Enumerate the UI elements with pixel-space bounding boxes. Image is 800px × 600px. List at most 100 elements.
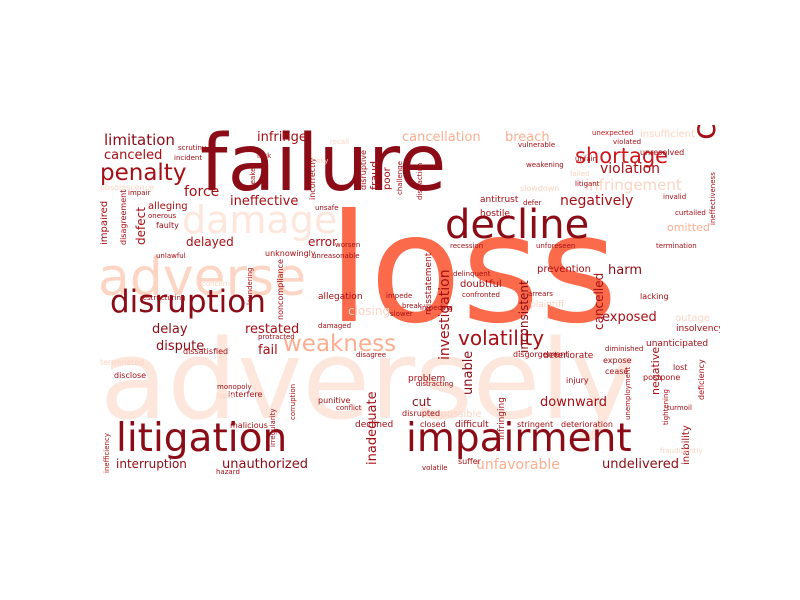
word-disruptive: disruptive: [359, 150, 368, 190]
word-weakness: weakness: [283, 331, 397, 357]
word-lost: lost: [673, 363, 688, 372]
word-lack: lack: [257, 152, 272, 160]
word-laundering: laundering: [246, 267, 254, 305]
word-closed: closed: [420, 420, 446, 429]
word-poor: poor: [382, 167, 393, 190]
word-obsolescence: obsolescence: [100, 183, 155, 192]
word-impaired: impaired: [100, 200, 110, 245]
word-disclose: disclose: [114, 371, 147, 380]
word-interruption: interruption: [116, 457, 187, 471]
word-challenge: challenge: [396, 161, 404, 195]
word-invalid: invalid: [663, 193, 687, 201]
word-disagreement: disagreement: [119, 189, 128, 245]
word-exposed: exposed: [602, 310, 657, 325]
word-dissatisfied: dissatisfied: [183, 347, 229, 356]
word-weakening: weakening: [526, 161, 564, 169]
word-ineffective: ineffective: [230, 194, 299, 209]
word-conflict: conflict: [336, 404, 362, 412]
word-unanticipated: unanticipated: [646, 339, 709, 349]
word-doubtful: doubtful: [460, 279, 502, 290]
word-lacking: lacking: [640, 292, 669, 301]
word-disagree: disagree: [356, 351, 387, 359]
word-negatively: negatively: [560, 193, 634, 209]
word-volatility: volatility: [458, 326, 545, 350]
word-slower: slower: [390, 310, 413, 318]
word-violation: violation: [600, 161, 661, 177]
word-damaged: damaged: [318, 322, 352, 330]
word-break: break: [402, 302, 422, 310]
word-negative: negative: [649, 346, 662, 395]
word-confronted: confronted: [462, 291, 500, 299]
word-infringe: infringe: [257, 130, 307, 145]
word-unresolved: unresolved: [640, 148, 685, 157]
word-insufficient: insufficient: [640, 129, 696, 140]
word-incident: incident: [174, 154, 203, 162]
word-failure: failure: [200, 125, 447, 209]
word-impeding: impeding: [420, 304, 453, 312]
word-defect: defect: [134, 207, 148, 245]
word-injury: injury: [566, 376, 589, 385]
word-misstatement: misstatement: [424, 252, 434, 315]
word-onerous: onerous: [148, 212, 177, 220]
word-unsafe: unsafe: [315, 204, 339, 212]
word-suffer: suffer: [458, 457, 481, 466]
word-impossible: impossible: [428, 409, 482, 420]
word-hostile: hostile: [480, 209, 510, 219]
word-infringement: infringement: [585, 176, 682, 194]
word-inability: inability: [681, 425, 692, 465]
word-deficiency: deficiency: [697, 359, 706, 400]
word-restated: restated: [245, 322, 300, 337]
word-shortage: shortage: [575, 144, 669, 168]
word-antitrust: antitrust: [480, 195, 519, 205]
word-litigation: litigation: [116, 416, 288, 461]
word-unemployment: unemployment: [624, 366, 632, 420]
word-unfavorable: unfavorable: [476, 457, 560, 473]
word-canceled: canceled: [104, 148, 163, 163]
word-hazard: hazard: [216, 468, 240, 476]
word-risky: risky: [312, 157, 329, 165]
word-faulty: faulty: [156, 221, 179, 230]
word-downward: downward: [540, 395, 608, 410]
word-recession: recession: [450, 242, 484, 250]
word-outage: outage: [675, 313, 711, 324]
word-inefficiency: inefficiency: [103, 433, 111, 473]
word-weaken: weaken: [249, 163, 257, 190]
word-cancellation: cancellation: [402, 130, 481, 145]
word-plaintiff: plaintiff: [530, 300, 565, 310]
word-interfere: interfere: [228, 390, 263, 399]
word-worsen: worsen: [335, 241, 361, 249]
word-declined: declined: [355, 420, 394, 430]
word-disruption: disruption: [110, 284, 266, 320]
word-defer: defer: [523, 199, 542, 207]
word-corruption: corruption: [289, 383, 297, 420]
word-violated: violated: [613, 138, 642, 146]
word-concern: concern: [202, 280, 230, 288]
word-stringent: stringent: [517, 420, 554, 429]
word-malicious: malicious: [230, 421, 268, 430]
word-adverse: adverse: [100, 248, 307, 308]
word-vulnerable: vulnerable: [518, 141, 556, 149]
word-impair: impair: [128, 189, 151, 197]
word-omitted: omitted: [667, 221, 710, 234]
word-noncompliance: noncompliance: [276, 259, 285, 320]
word-monopoly: monopoly: [217, 383, 252, 391]
word-unauthorized: unauthorized: [222, 457, 309, 472]
word-diminished: diminished: [605, 345, 644, 353]
word-slowdown: slowdown: [520, 184, 560, 193]
word-closing: closing: [348, 304, 391, 318]
word-breach: breach: [505, 130, 550, 145]
word-scrutiny: scrutiny: [178, 144, 207, 152]
word-insolvency: insolvency: [676, 324, 720, 334]
word-damage: damage: [182, 198, 338, 242]
word-volatile: volatile: [422, 464, 448, 472]
word-error: error: [308, 235, 338, 249]
word-unlawful: unlawful: [156, 252, 186, 260]
word-adversely: adversely: [100, 316, 636, 444]
word-penalty: penalty: [100, 160, 187, 186]
word-delinquent: delinquent: [453, 270, 491, 278]
word-problem: problem: [408, 374, 446, 384]
word-loss: loss: [328, 183, 618, 357]
word-investigation: investigation: [437, 269, 453, 360]
word-impede: impede: [386, 292, 413, 300]
word-unknowingly: unknowingly: [265, 249, 316, 258]
